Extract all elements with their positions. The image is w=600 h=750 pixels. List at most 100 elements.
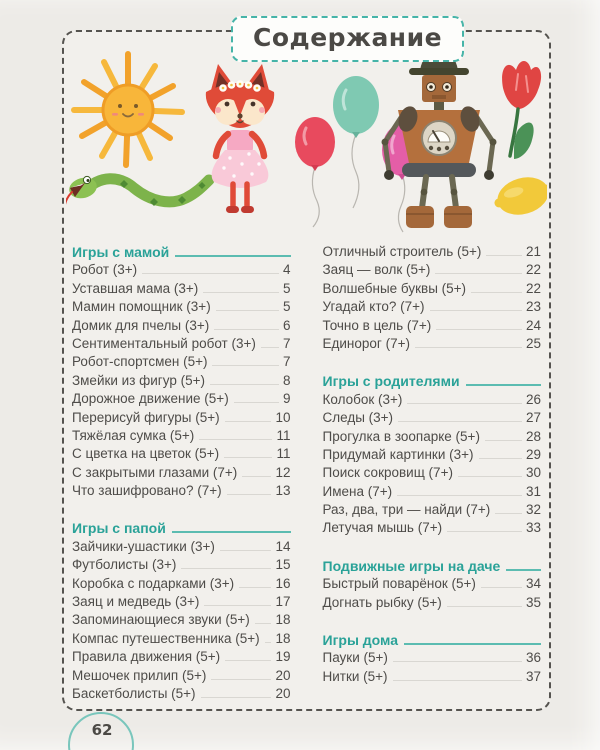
toc-entry: Догнать рыбку (5+) 35 <box>323 595 542 613</box>
toc-entry: С цветка на цветок (5+) 11 <box>72 446 291 464</box>
page-title-box: Содержание <box>231 16 465 62</box>
sun-icon <box>71 51 185 168</box>
toc-entry: Зайчики-ушастики (3+) 14 <box>72 539 291 557</box>
toc-entry-page-number: 36 <box>525 650 541 666</box>
section-header-label: Подвижные игры на даче <box>322 557 501 574</box>
toc-entry: Домик для пчелы (3+) 6 <box>72 318 291 336</box>
toc-entry-title: Перерисуй фигуры (5+) <box>72 409 220 425</box>
section-header: Игры с папой <box>72 520 291 538</box>
toc-leader-line <box>471 291 522 293</box>
toc-entry: Летучая мышь (7+) 33 <box>323 520 542 538</box>
section-header-label: Игры дома <box>322 632 399 649</box>
toc-entry-title: Быстрый поварёнок (5+) <box>322 576 476 592</box>
toc-entry-title: Домик для пчелы (3+) <box>72 317 210 333</box>
page-number-badge: 62 <box>66 710 138 750</box>
toc-entry: Коробка с подарками (3+) 16 <box>72 576 291 594</box>
toc-entry-title: Точно в цель (7+) <box>322 317 432 333</box>
toc-entry-page-number: 5 <box>282 280 291 296</box>
toc-entry-title: Пауки (5+) <box>322 650 388 666</box>
toc-entry-page-number: 31 <box>525 483 541 499</box>
toc-leader-line <box>214 328 279 330</box>
toc-entry-title: Угадай кто? (7+) <box>322 299 425 315</box>
toc-entry-page-number: 11 <box>276 427 291 443</box>
toc-entry-page-number: 22 <box>525 262 541 278</box>
toc-entry-title: Прогулка в зоопарке (5+) <box>322 428 480 444</box>
toc-section: Игры с родителями Колобок (3+) 26 Следы (3+… <box>322 373 542 539</box>
toc-entry-page-number: 8 <box>282 372 291 388</box>
illustration-band <box>66 50 547 233</box>
toc-leader-line <box>212 365 279 367</box>
toc-entry-page-number: 33 <box>525 520 541 536</box>
toc-entry-page-number: 4 <box>282 262 291 278</box>
toc-leader-line <box>203 291 279 293</box>
toc-leader-line <box>435 273 522 275</box>
toc-entry-page-number: 30 <box>525 465 541 481</box>
toc-entry-page-number: 21 <box>525 244 541 259</box>
toc-entry-page-number: 14 <box>275 538 291 554</box>
toc-entry-title: Тяжёлая сумка (5+) <box>72 427 195 443</box>
toc-leader-line <box>215 310 279 312</box>
section-header-rule <box>175 255 291 257</box>
toc-entry: Компас путешественника (5+) 18 <box>72 631 291 649</box>
toc-entry-title: Робот (3+) <box>72 262 138 278</box>
balloons-icon <box>295 76 422 233</box>
toc-entry-title: Компас путешественника (5+) <box>72 630 260 646</box>
toc-entry-title: Заяц и медведь (3+) <box>72 594 200 610</box>
toc-leader-line <box>480 587 522 589</box>
toc-entry-title: Придумай картинки (3+) <box>322 446 474 462</box>
toc-entry: Пауки (5+) 36 <box>323 650 542 668</box>
toc-leader-line <box>486 255 522 256</box>
toc-leader-line <box>226 494 272 496</box>
tulip-icon <box>502 60 542 159</box>
toc-leader-line <box>436 328 522 330</box>
toc-entry-title: Что зашифровано? (7+) <box>72 483 222 499</box>
toc-leader-line <box>225 660 272 662</box>
toc-entry: Баскетболисты (5+) 20 <box>72 686 291 704</box>
lemon-icon <box>494 177 547 215</box>
toc-section: Подвижные игры на даче Быстрый поварёнок … <box>322 557 542 613</box>
section-header-rule <box>506 568 541 571</box>
toc-entry-title: Раз, два, три — найди (7+) <box>322 502 491 518</box>
toc-leader-line <box>397 494 522 496</box>
toc-entry: Что зашифровано? (7+) 13 <box>72 483 291 501</box>
toc-leader-line <box>209 383 279 385</box>
toc-entry-page-number: 9 <box>282 391 291 407</box>
toc-entry: Робот (3+) 4 <box>72 262 291 280</box>
toc-entry: Угадай кто? (7+) 23 <box>323 299 542 317</box>
toc-entry-title: Баскетболисты (5+) <box>72 685 196 701</box>
toc-entry-title: Правила движения (5+) <box>72 649 221 665</box>
toc-entry-title: Следы (3+) <box>322 410 394 426</box>
toc-entry: Следы (3+) 27 <box>323 410 542 428</box>
toc-column: Отличный строитель (5+) 21 Заяц — волк (5+… <box>322 244 542 704</box>
toc-entry-title: Коробка с подарками (3+) <box>72 575 235 591</box>
toc-entry-title: Запоминающиеся звуки (5+) <box>72 612 250 628</box>
toc-entry: Раз, два, три — найди (7+) 32 <box>323 502 542 520</box>
toc-entry-page-number: 17 <box>275 594 291 610</box>
toc-entry: Колобок (3+) 26 <box>323 392 542 410</box>
toc-leader-line <box>233 402 279 404</box>
toc-leader-line <box>484 439 522 441</box>
toc-entry-page-number: 13 <box>275 483 291 499</box>
toc-entry-page-number: 7 <box>282 354 291 370</box>
toc-section: Отличный строитель (5+) 21 Заяц — волк (5+… <box>323 244 542 354</box>
toc-entry-page-number: 12 <box>275 464 291 480</box>
toc-entry-page-number: 28 <box>525 428 541 444</box>
toc-leader-line <box>260 346 279 348</box>
toc-entry: Придумай картинки (3+) 29 <box>323 447 542 465</box>
toc-entry-title: Нитки (5+) <box>322 668 388 684</box>
toc-leader-line <box>446 605 522 607</box>
toc-section: Игры дома Пауки (5+) 36 Нитки (5+) 37 <box>322 632 542 687</box>
toc-entry: Единорог (7+) 25 <box>323 336 542 354</box>
toc-entry-title: Дорожное движение (5+) <box>72 391 229 407</box>
toc-section: Игры с мамой Робот (3+) 4 Уставшая мама (3+… <box>72 244 291 501</box>
toc-entry: Робот-спортсмен (5+) 7 <box>72 354 291 372</box>
toc-leader-line <box>414 346 522 348</box>
toc-entry-page-number: 27 <box>525 410 541 426</box>
section-header: Подвижные игры на даче <box>322 557 541 576</box>
toc-entry-page-number: 16 <box>275 575 291 591</box>
toc-entry-title: Робот-спортсмен (5+) <box>72 354 208 370</box>
toc-entry-title: Волшебные буквы (5+) <box>322 280 467 296</box>
toc-entry-page-number: 10 <box>275 409 291 425</box>
toc-column: Игры с мамой Робот (3+) 4 Уставшая мама (3+… <box>72 244 291 704</box>
toc-leader-line <box>200 696 272 698</box>
